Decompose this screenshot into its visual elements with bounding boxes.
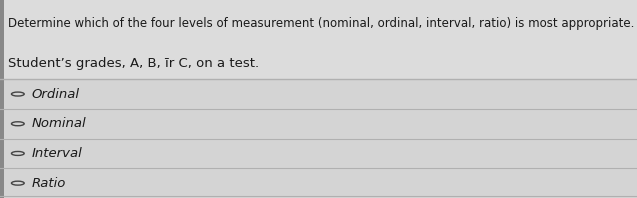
Bar <box>0 79 637 198</box>
Bar <box>0 0 637 79</box>
Text: Student’s grades, A, B, īr C, on a test.: Student’s grades, A, B, īr C, on a test. <box>8 57 259 70</box>
Text: Ordinal: Ordinal <box>32 88 80 101</box>
Bar <box>0 0 4 198</box>
Text: Interval: Interval <box>32 147 83 160</box>
Text: Nominal: Nominal <box>32 117 87 130</box>
Text: Ratio: Ratio <box>32 177 66 190</box>
Text: Determine which of the four levels of measurement (nominal, ordinal, interval, r: Determine which of the four levels of me… <box>8 17 634 30</box>
